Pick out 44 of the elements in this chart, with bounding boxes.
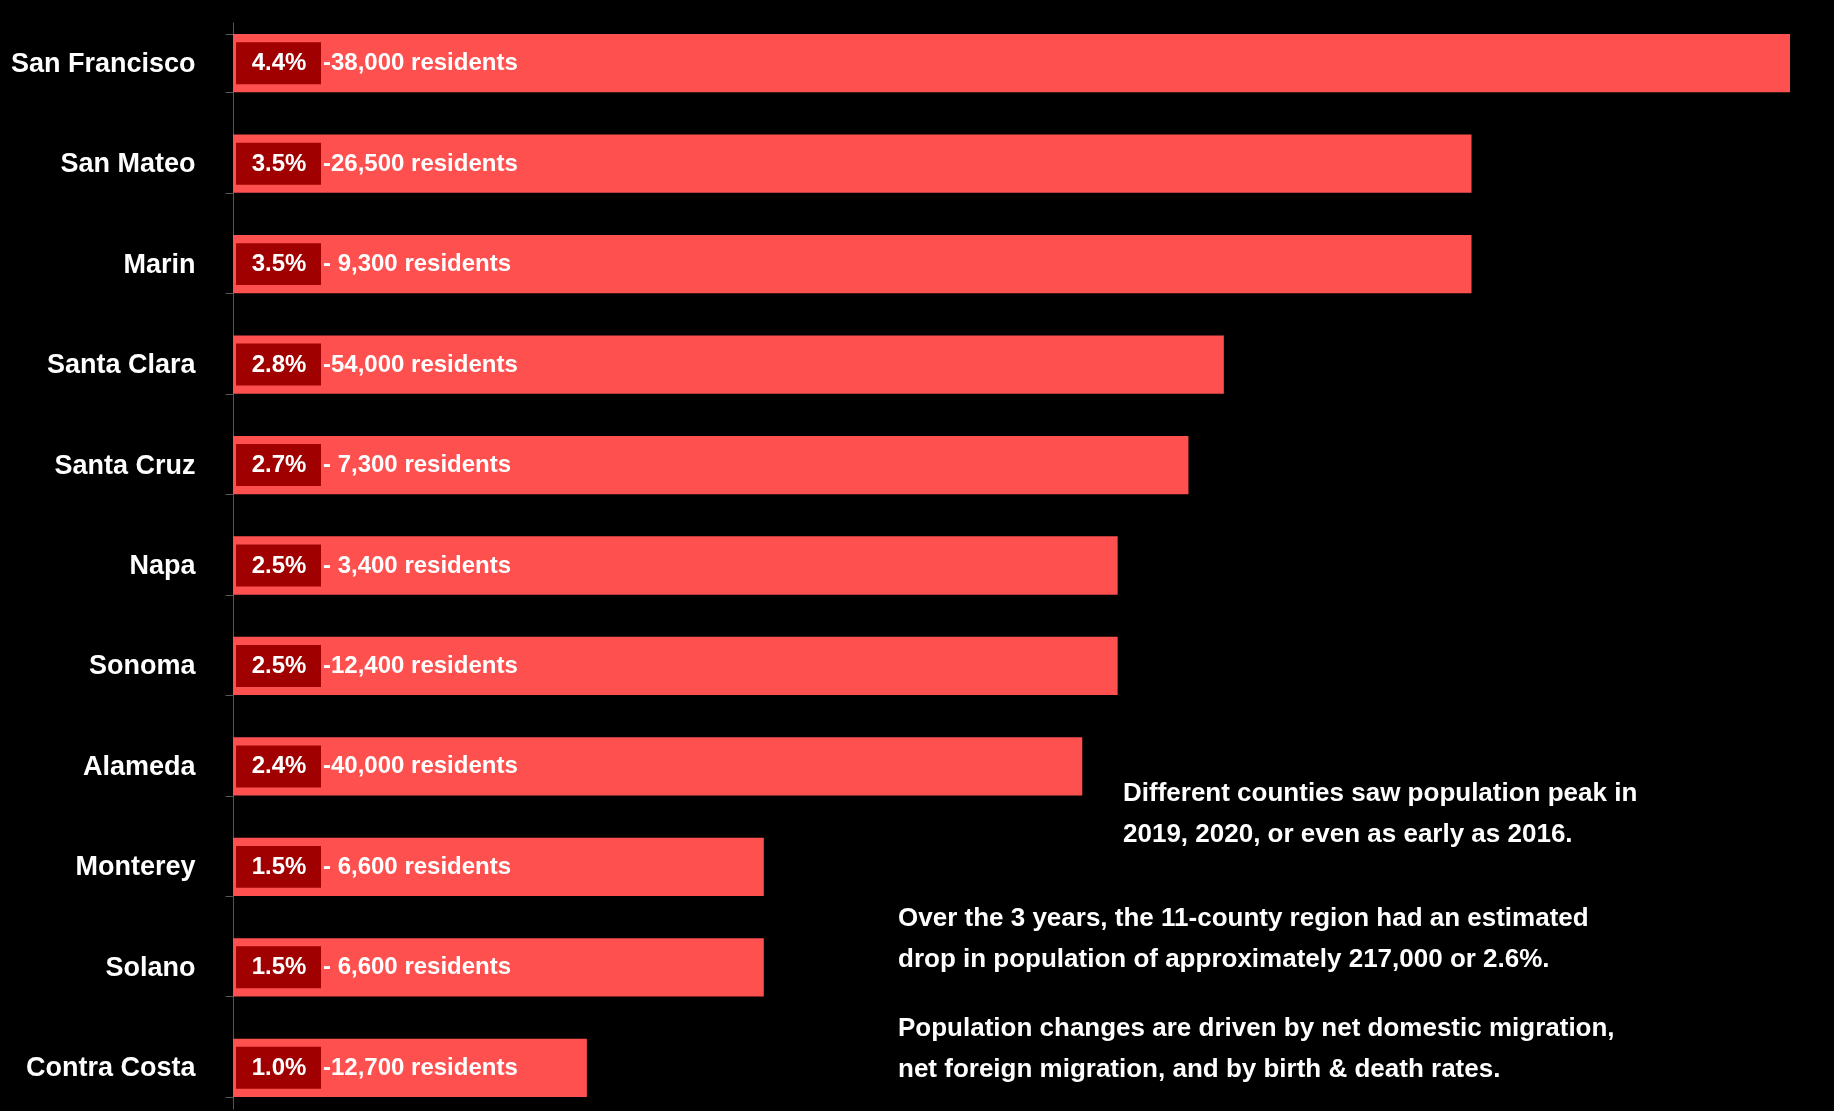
data-label: 2.5%: [251, 550, 307, 578]
y-tick-label: Contra Costa: [25, 1052, 197, 1083]
bar: [233, 335, 1224, 394]
y-tick-label: San Francisco: [10, 47, 196, 78]
bar: [233, 636, 1118, 696]
annotation: Over the 3 years, the 11-county region had an estimated drop in population of approximately 217,000 or 2.6%.: [898, 902, 1589, 973]
bar: [233, 435, 1189, 495]
annotation: - 7,300 residents: [323, 450, 512, 478]
bar: [233, 234, 1472, 294]
bar: [233, 737, 1083, 796]
y-tick-label: Santa Cruz: [54, 449, 196, 480]
y-tick-label: Monterey: [75, 851, 196, 882]
data-label: 2.4%: [251, 751, 307, 779]
annotation: -12,700 residents: [323, 1052, 518, 1080]
annotation: - 3,400 residents: [323, 550, 512, 578]
data-label: 3.5%: [251, 249, 307, 277]
y-tick-label: San Mateo: [60, 148, 196, 179]
data-label: 2.7%: [251, 450, 307, 478]
data-label: 1.0%: [251, 1052, 307, 1080]
data-label: 1.5%: [251, 851, 307, 879]
annotation: - 6,600 residents: [323, 952, 512, 980]
y-tick-label: Sonoma: [88, 650, 197, 681]
annotation: Different counties saw population peak in 2019, 2020, or even as early as 2016.: [1123, 777, 1638, 848]
data-label: 2.5%: [251, 650, 307, 678]
annotation: -26,500 residents: [323, 148, 518, 176]
data-label: 2.8%: [251, 349, 307, 377]
data-label: 3.5%: [251, 148, 307, 176]
bar: [233, 34, 1790, 93]
annotation: -38,000 residents: [323, 48, 518, 76]
y-tick-label: Marin: [123, 248, 196, 279]
annotation: -54,000 residents: [323, 349, 518, 377]
annotation: - 9,300 residents: [323, 249, 512, 277]
bar: [233, 134, 1472, 193]
y-tick-label: Alameda: [82, 750, 197, 781]
y-tick-label: Santa Clara: [46, 349, 197, 380]
y-tick-label: Solano: [105, 951, 196, 982]
data-label: 4.4%: [251, 48, 307, 76]
bar: [233, 536, 1118, 595]
annotation: - 6,600 residents: [323, 851, 512, 879]
data-label: 1.5%: [251, 952, 307, 980]
annotation: Population changes are driven by net domestic migration, net foreign migration, and by birth & death rates.: [898, 1012, 1615, 1083]
annotation: -12,400 residents: [323, 650, 518, 678]
annotation: -40,000 residents: [323, 751, 518, 779]
y-tick-label: Napa: [129, 550, 197, 580]
